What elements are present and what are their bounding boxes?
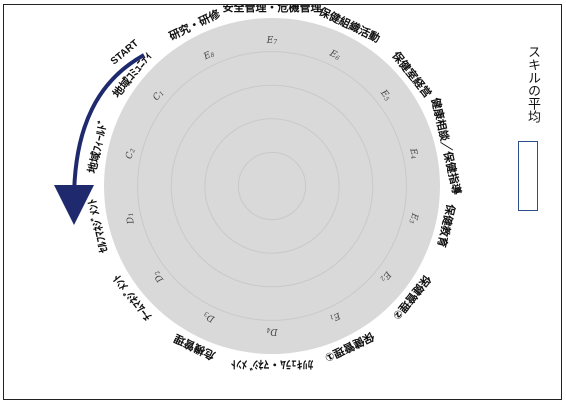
axis-code-c1: C1	[151, 88, 166, 103]
chart-frame: E7 E6 E5 E4 E3 E2 E1 D4 D3 D2 D1 C2 C1 E8 安全管理・危機管理 保健…	[3, 4, 562, 400]
axis-code-e6: E6	[327, 48, 342, 62]
axis-code-e7: E7	[266, 36, 278, 46]
axis-code-d1: D1	[124, 212, 136, 226]
axis-code-d4: D4	[266, 327, 278, 337]
legend: スキルの平均	[515, 45, 547, 215]
axis-code-e1: E1	[328, 310, 343, 324]
legend-swatch	[518, 141, 538, 211]
legend-label: スキルの平均	[525, 45, 540, 123]
axis-label-d4: ｶﾘｷｭﾗﾑ・ﾏﾈｼﾞﾒﾝﾄ	[231, 358, 314, 372]
grid-ring-4	[137, 51, 407, 321]
axis-code-e4: E4	[408, 146, 420, 160]
axis-code-e8: E8	[201, 48, 216, 62]
radar-disc	[104, 18, 440, 354]
axis-label-e7: 安全管理・危機管理	[223, 5, 322, 14]
start-arrow	[54, 53, 145, 225]
axis-code-d3: D3	[202, 310, 217, 324]
grid-ring-3	[170, 84, 374, 288]
grid-ring-1	[237, 151, 307, 221]
axis-code-e3: E3	[408, 211, 420, 225]
axis-code-c2: C2	[124, 147, 136, 160]
grid-ring-2	[204, 118, 340, 254]
